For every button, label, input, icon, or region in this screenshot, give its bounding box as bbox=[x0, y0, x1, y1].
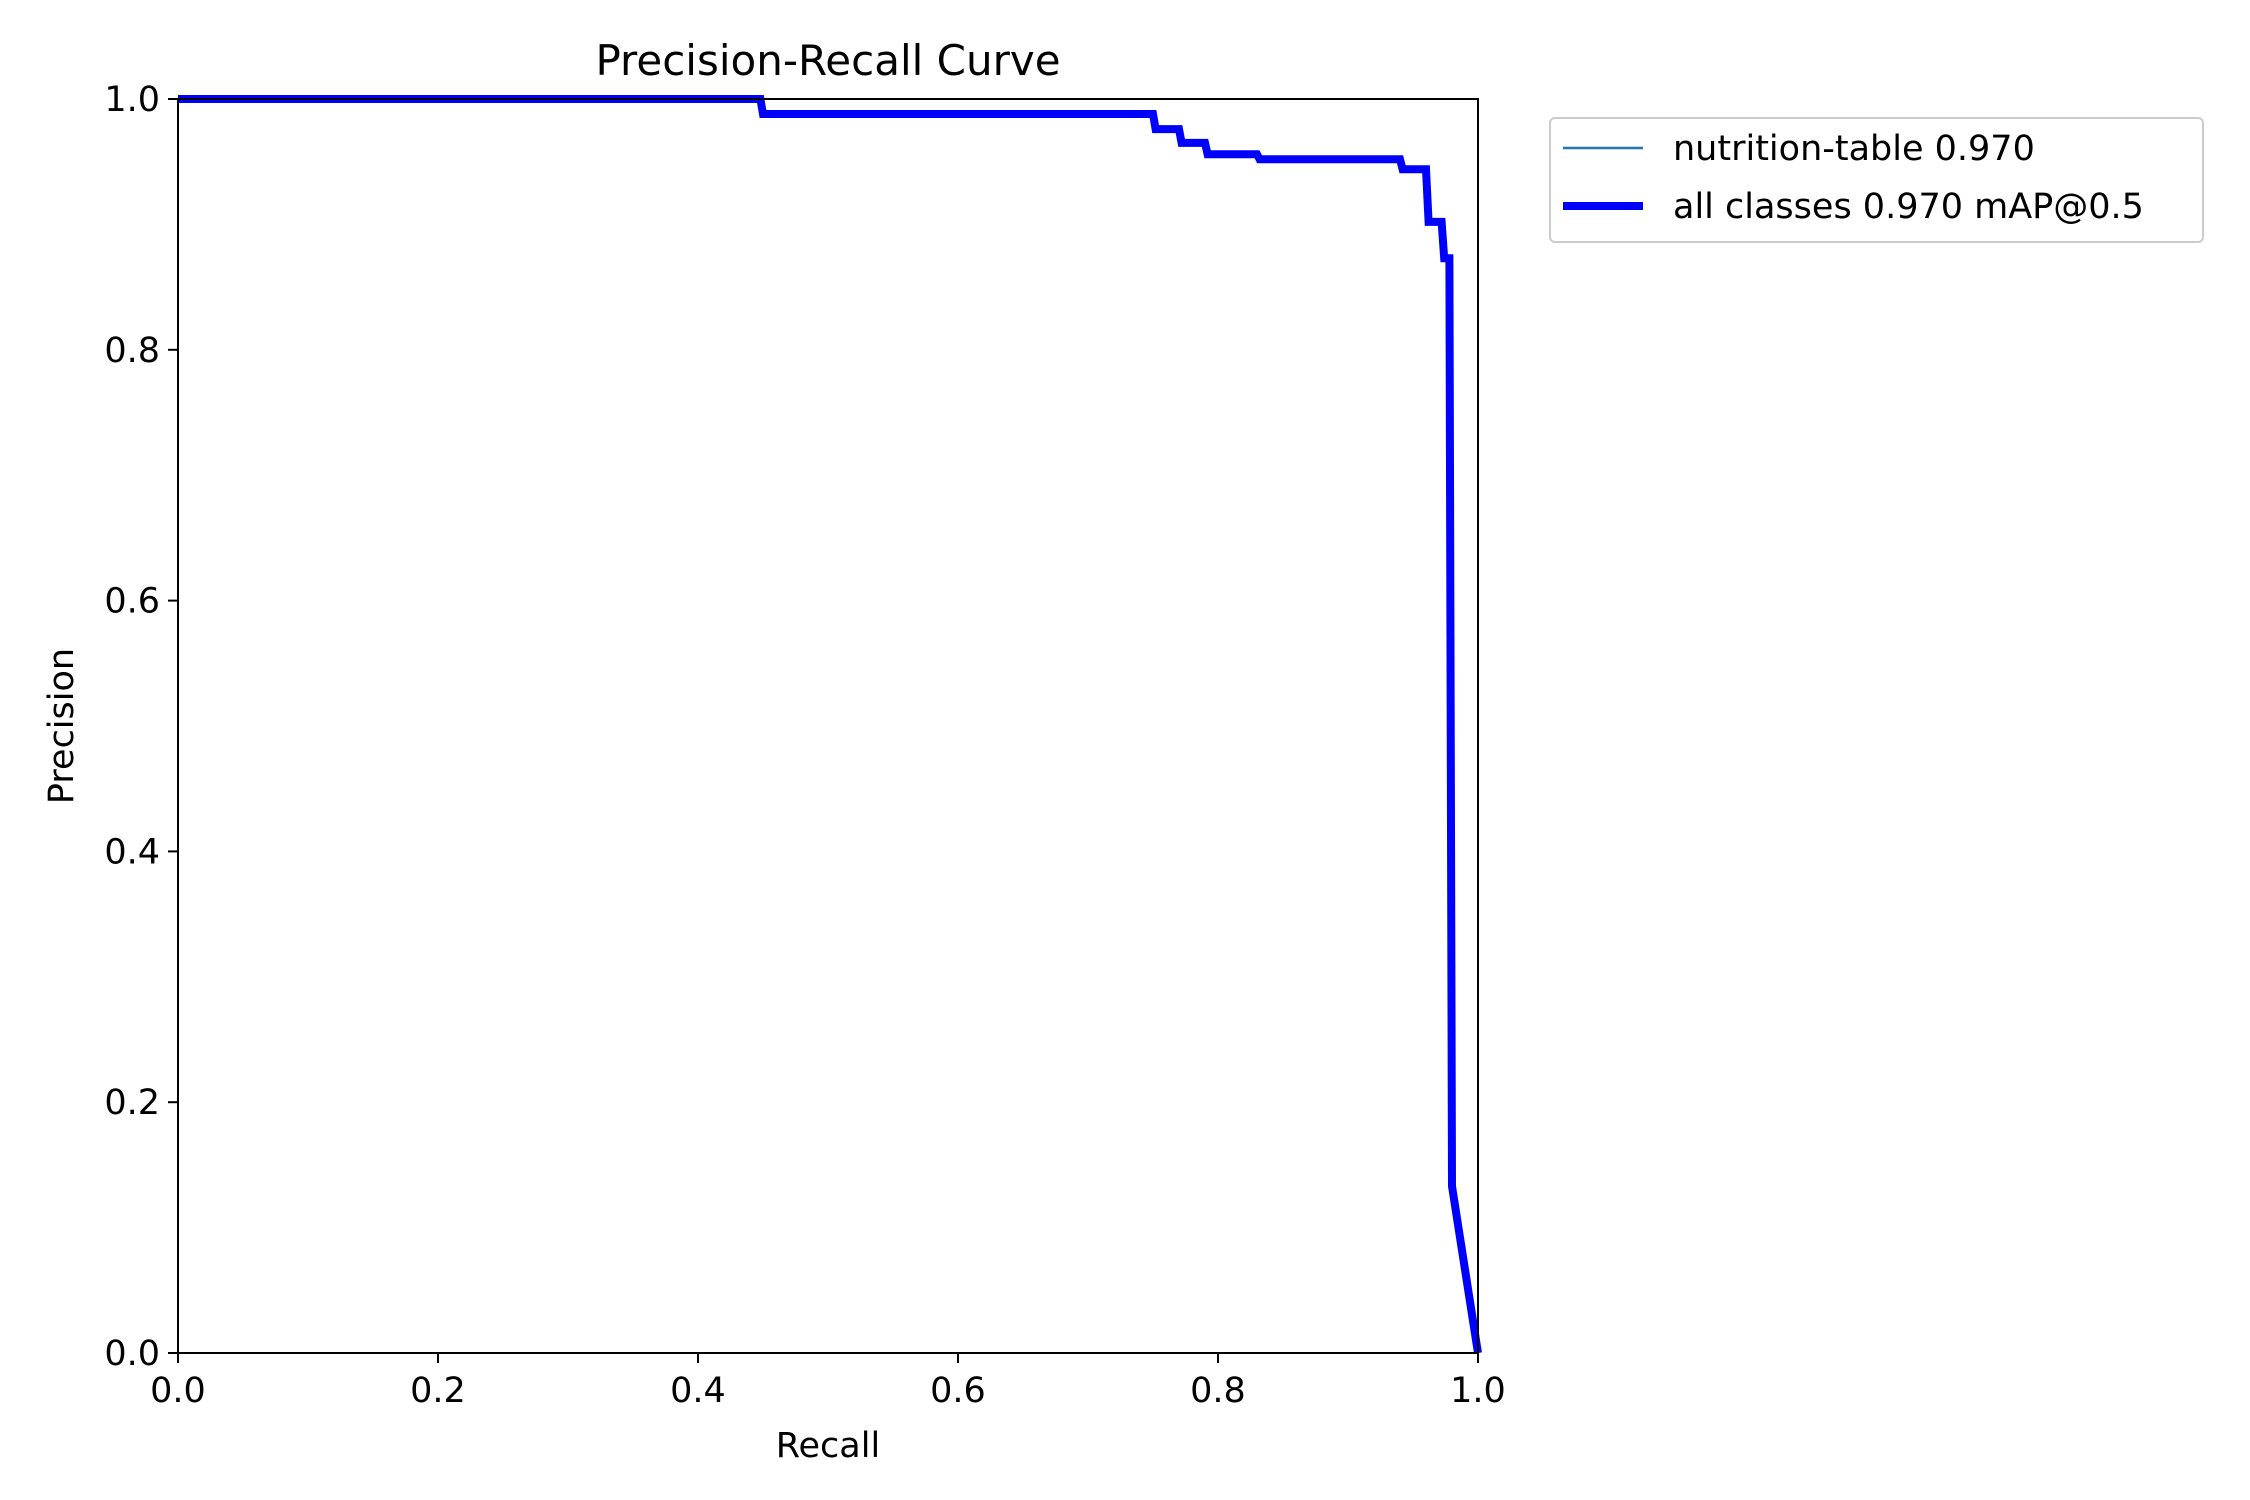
y-tick-label: 0.4 bbox=[104, 832, 160, 872]
y-tick-label: 0.0 bbox=[104, 1334, 160, 1374]
plot-frame bbox=[177, 98, 1479, 1354]
y-axis-ticks: 0.0 0.2 0.4 0.6 0.8 1.0 bbox=[104, 80, 178, 1374]
y-axis-label: Precision bbox=[42, 648, 82, 804]
y-tick-label: 0.8 bbox=[104, 331, 160, 371]
x-tick-label: 0.8 bbox=[1190, 1371, 1246, 1411]
x-axis-ticks: 0.0 0.2 0.4 0.6 0.8 1.0 bbox=[150, 1353, 1506, 1411]
x-tick-label: 1.0 bbox=[1450, 1371, 1506, 1411]
x-tick-label: 0.4 bbox=[670, 1371, 726, 1411]
legend-label-nutrition-table: nutrition-table 0.970 bbox=[1673, 129, 2035, 169]
x-tick-label: 0.0 bbox=[150, 1371, 206, 1411]
legend-label-all-classes: all classes 0.970 mAP@0.5 bbox=[1673, 187, 2144, 227]
series-line-all-classes bbox=[178, 95, 1482, 1354]
legend: nutrition-table 0.970 all classes 0.970 … bbox=[1549, 117, 2204, 243]
legend-box bbox=[1549, 117, 2204, 243]
chart-title: Precision-Recall Curve bbox=[595, 36, 1060, 85]
x-tick-label: 0.2 bbox=[410, 1371, 466, 1411]
x-axis-label: Recall bbox=[776, 1426, 880, 1466]
y-tick-label: 1.0 bbox=[104, 80, 160, 120]
plot-area bbox=[177, 95, 1482, 1354]
x-tick-label: 0.6 bbox=[930, 1371, 986, 1411]
y-tick-label: 0.6 bbox=[104, 582, 160, 622]
y-tick-label: 0.2 bbox=[104, 1083, 160, 1123]
series-layer bbox=[178, 95, 1482, 1354]
